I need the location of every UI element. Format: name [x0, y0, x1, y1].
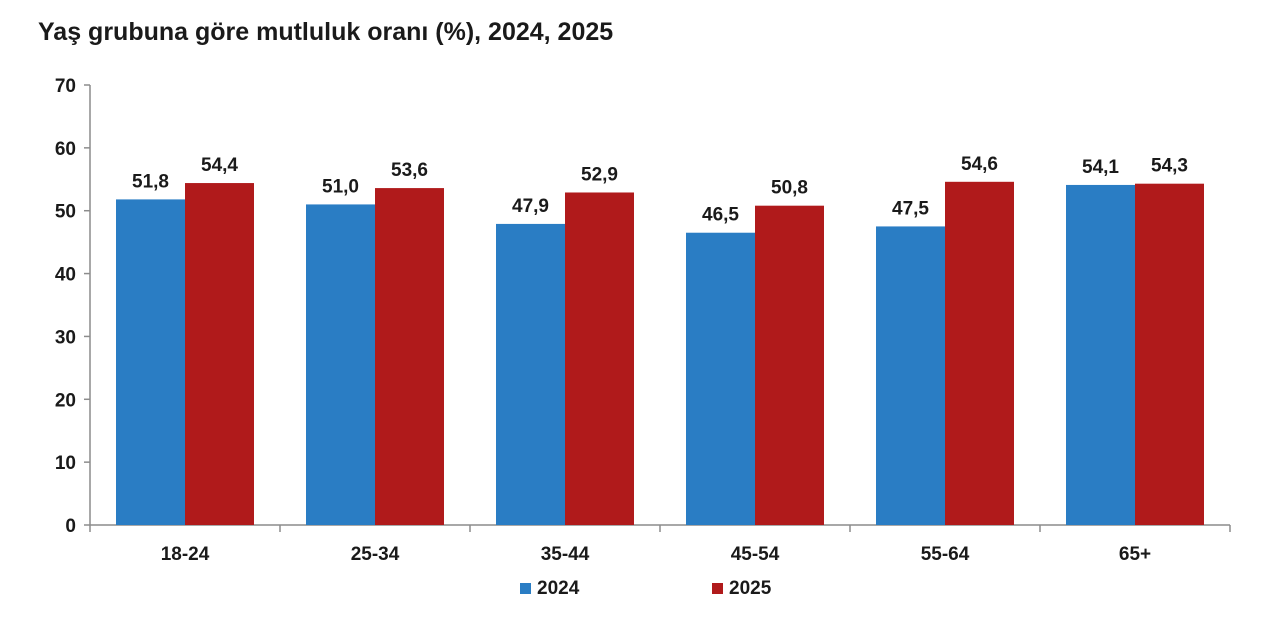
y-tick-label: 10 — [55, 453, 76, 474]
y-tick-label: 40 — [55, 265, 76, 286]
y-tick-label: 50 — [55, 202, 76, 223]
bar-2024-25-34 — [306, 204, 375, 525]
bar-2024-35-44 — [496, 223, 565, 525]
y-tick-label: 30 — [55, 327, 76, 348]
y-tick-label: 20 — [55, 390, 76, 411]
bar-2025-65+ — [1135, 183, 1204, 525]
y-tick-label: 0 — [65, 516, 76, 537]
data-label: 54,1 — [1082, 157, 1119, 178]
data-label: 50,8 — [771, 178, 808, 199]
bar-2025-45-54 — [755, 205, 824, 525]
data-label: 46,5 — [702, 205, 739, 226]
data-label: 47,9 — [512, 196, 549, 217]
bar-2025-55-64 — [945, 181, 1014, 526]
data-label: 54,4 — [201, 155, 238, 176]
chart-bars — [116, 181, 1204, 526]
data-label: 47,5 — [892, 198, 929, 219]
legend-swatch-2025 — [712, 583, 723, 594]
data-label: 51,0 — [322, 176, 359, 197]
data-label: 51,8 — [132, 171, 169, 192]
chart-legend: 2024 2025 — [520, 578, 772, 599]
bar-2024-65+ — [1066, 184, 1135, 525]
x-tick-label: 45-54 — [731, 544, 780, 565]
legend-label: 2025 — [729, 578, 772, 599]
bar-2024-18-24 — [116, 199, 185, 525]
data-label: 54,6 — [961, 154, 998, 175]
chart-axes: 0 10 20 30 40 50 60 70 18-24 25-34 35-44 45-54 55-64… — [55, 76, 1231, 565]
legend-swatch-2024 — [520, 583, 531, 594]
bar-2024-55-64 — [876, 226, 945, 525]
bar-2024-45-54 — [686, 232, 755, 525]
x-tick-label: 18-24 — [161, 544, 210, 565]
x-tick-label: 65+ — [1119, 544, 1151, 565]
y-tick-label: 60 — [55, 139, 76, 160]
bar-2025-18-24 — [185, 183, 254, 526]
legend-label: 2024 — [537, 578, 580, 599]
bar-2025-35-44 — [565, 192, 634, 525]
chart-value-labels: 51,8 54,4 51,0 53,6 47,9 52,9 46,5 50,8 47,5 54,6… — [132, 154, 1188, 226]
chart-title: Yaş grubuna göre mutluluk oranı (%), 202… — [38, 18, 614, 46]
data-label: 52,9 — [581, 164, 618, 185]
x-tick-label: 55-64 — [921, 544, 970, 565]
y-tick-label: 70 — [55, 76, 76, 97]
x-tick-label: 35-44 — [541, 544, 590, 565]
bar-2025-25-34 — [375, 188, 444, 526]
data-label: 54,3 — [1151, 156, 1188, 177]
data-label: 53,6 — [391, 160, 428, 181]
x-tick-label: 25-34 — [351, 544, 400, 565]
